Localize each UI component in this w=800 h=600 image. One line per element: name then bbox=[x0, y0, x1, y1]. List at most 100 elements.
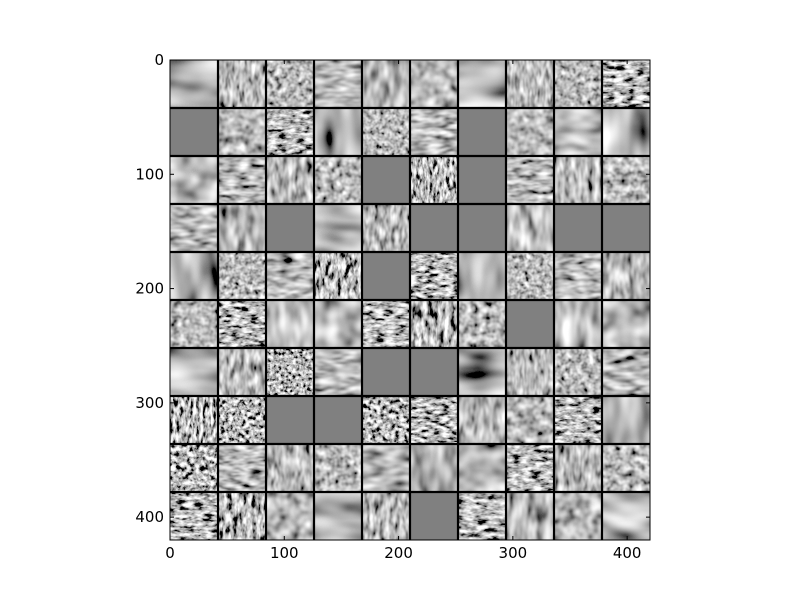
tile-texture bbox=[170, 204, 218, 252]
heatmap-cell bbox=[314, 60, 362, 108]
heatmap-cell bbox=[314, 444, 362, 492]
heatmap-cell bbox=[554, 492, 602, 540]
heatmap-cell bbox=[410, 300, 458, 348]
tile-texture bbox=[506, 396, 554, 444]
tile-texture bbox=[602, 396, 650, 444]
heatmap-cell bbox=[410, 492, 458, 540]
heatmap-cell bbox=[602, 252, 650, 300]
tile-fill bbox=[602, 204, 650, 252]
tile-fill bbox=[362, 252, 410, 300]
heatmap-cell bbox=[410, 108, 458, 156]
tile-texture bbox=[266, 492, 314, 540]
tile-texture bbox=[314, 60, 362, 108]
x-tick-label: 0 bbox=[165, 544, 175, 562]
heatmap-cell bbox=[554, 204, 602, 252]
tile-texture bbox=[458, 252, 506, 300]
tile-texture bbox=[506, 108, 554, 156]
heatmap-cell bbox=[506, 492, 554, 540]
tile-texture bbox=[506, 348, 554, 396]
tile-texture bbox=[314, 492, 362, 540]
heatmap-cell bbox=[362, 204, 410, 252]
heatmap-cell bbox=[266, 348, 314, 396]
x-tick-label: 200 bbox=[384, 544, 413, 562]
heatmap-cell bbox=[410, 156, 458, 204]
tile-texture bbox=[458, 60, 506, 108]
heatmap-cell bbox=[218, 60, 266, 108]
heatmap-cell bbox=[554, 300, 602, 348]
tile-fill bbox=[362, 348, 410, 396]
heatmap-cell bbox=[314, 396, 362, 444]
tile-texture bbox=[554, 300, 602, 348]
heatmap-cell bbox=[410, 444, 458, 492]
tile-texture bbox=[602, 156, 650, 204]
tile-texture bbox=[506, 204, 554, 252]
heatmap-cell bbox=[218, 444, 266, 492]
tile-texture bbox=[266, 348, 314, 396]
heatmap-cell bbox=[506, 108, 554, 156]
tile-fill bbox=[410, 204, 458, 252]
heatmap-cell bbox=[170, 156, 218, 204]
heatmap-cell bbox=[602, 60, 650, 108]
heatmap-cell bbox=[458, 444, 506, 492]
heatmap-cell bbox=[602, 444, 650, 492]
heatmap-cell bbox=[218, 108, 266, 156]
heatmap-cell bbox=[362, 60, 410, 108]
tile-texture bbox=[506, 252, 554, 300]
heatmap-cell bbox=[170, 108, 218, 156]
tile-texture bbox=[218, 444, 266, 492]
heatmap-cell bbox=[458, 252, 506, 300]
tile-texture bbox=[314, 348, 362, 396]
heatmap-cell bbox=[362, 108, 410, 156]
heatmap-cell bbox=[314, 300, 362, 348]
heatmap-cell bbox=[266, 156, 314, 204]
tile-texture bbox=[362, 444, 410, 492]
tile-texture bbox=[410, 252, 458, 300]
tile-texture bbox=[554, 156, 602, 204]
heatmap-cell bbox=[314, 204, 362, 252]
plot-area bbox=[170, 60, 650, 540]
heatmap-cell bbox=[410, 396, 458, 444]
tile-fill bbox=[314, 396, 362, 444]
tile-texture bbox=[314, 204, 362, 252]
tile-texture bbox=[554, 252, 602, 300]
heatmap-cell bbox=[506, 60, 554, 108]
tile-fill bbox=[410, 492, 458, 540]
tile-texture bbox=[218, 204, 266, 252]
y-tick-label: 200 bbox=[135, 280, 164, 298]
heatmap-cell bbox=[554, 60, 602, 108]
tile-texture bbox=[506, 444, 554, 492]
tile-texture bbox=[314, 156, 362, 204]
tile-texture bbox=[218, 60, 266, 108]
tile-texture bbox=[314, 444, 362, 492]
y-tick-label: 100 bbox=[135, 165, 164, 183]
tile-texture bbox=[218, 156, 266, 204]
heatmap-cell bbox=[362, 300, 410, 348]
heatmap-cell bbox=[362, 396, 410, 444]
tile-texture bbox=[602, 252, 650, 300]
tile-texture bbox=[458, 300, 506, 348]
tile-texture bbox=[554, 348, 602, 396]
tile-fill bbox=[458, 156, 506, 204]
heatmap-cell bbox=[458, 300, 506, 348]
heatmap-cell bbox=[170, 300, 218, 348]
heatmap-cell bbox=[314, 492, 362, 540]
tile-texture bbox=[266, 108, 314, 156]
heatmap-cell bbox=[170, 348, 218, 396]
heatmap-cell bbox=[554, 108, 602, 156]
tile-texture bbox=[458, 492, 506, 540]
tile-texture bbox=[170, 300, 218, 348]
tile-texture bbox=[266, 156, 314, 204]
tile-texture bbox=[266, 60, 314, 108]
heatmap-cell bbox=[362, 156, 410, 204]
heatmap-cell bbox=[458, 204, 506, 252]
heatmap-cell bbox=[554, 348, 602, 396]
heatmap-cell bbox=[362, 492, 410, 540]
heatmap-cell bbox=[602, 348, 650, 396]
tile-texture bbox=[266, 300, 314, 348]
y-tick-label: 0 bbox=[154, 51, 164, 69]
heatmap-cell bbox=[218, 204, 266, 252]
heatmap-cell bbox=[410, 252, 458, 300]
tile-fill bbox=[506, 300, 554, 348]
